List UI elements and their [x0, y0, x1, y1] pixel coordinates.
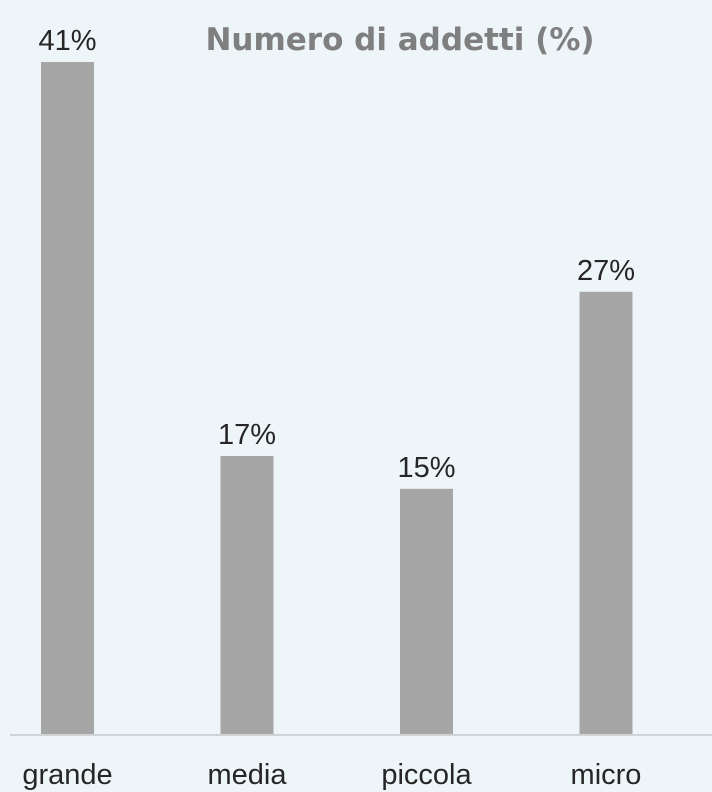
- bars-layer: [41, 62, 633, 735]
- data-label-piccola: 15%: [397, 452, 455, 484]
- x-tick-label-grande: grande: [22, 759, 112, 791]
- bar-micro: [579, 291, 633, 735]
- x-tick-labels: grande media piccola micro: [22, 759, 641, 791]
- x-tick-label-micro: micro: [571, 759, 642, 791]
- bar-media: [220, 456, 274, 735]
- bar-piccola: [400, 488, 453, 735]
- x-tick-label-piccola: piccola: [381, 759, 472, 791]
- data-label-grande: 41%: [38, 25, 96, 57]
- labels-layer: 41% 17% 15% 27%: [38, 25, 635, 484]
- chart-title: Numero di addetti (%): [205, 22, 594, 58]
- bar-grande: [41, 62, 94, 735]
- x-tick-label-media: media: [208, 759, 288, 791]
- data-label-media: 17%: [218, 419, 276, 451]
- data-label-micro: 27%: [577, 255, 635, 287]
